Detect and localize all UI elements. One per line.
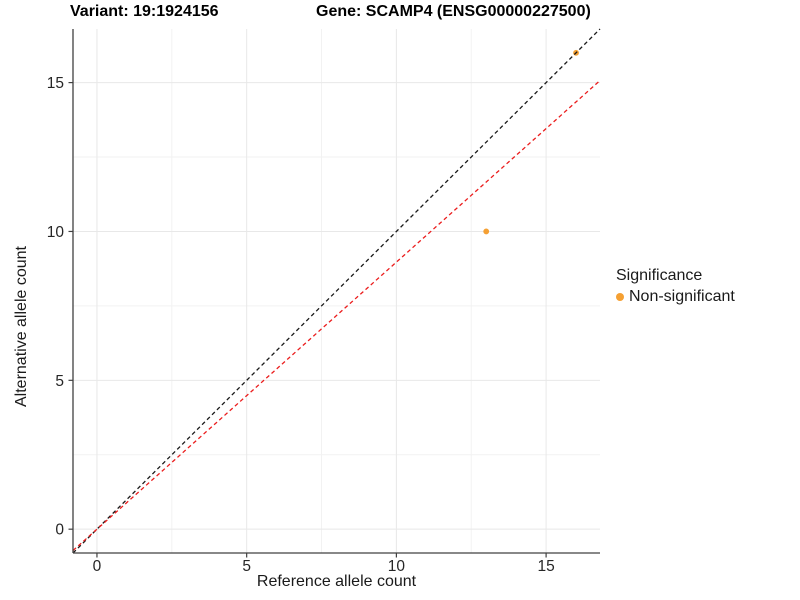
x-tick-label: 0	[93, 558, 102, 575]
gene-title: Gene: SCAMP4 (ENSG00000227500)	[316, 3, 591, 20]
x-tick-label: 10	[388, 558, 406, 575]
x-tick-label: 5	[242, 558, 251, 575]
legend-point-icon	[616, 293, 624, 301]
data-point[interactable]	[483, 228, 490, 235]
identity-line	[72, 28, 601, 554]
y-tick-label: 5	[55, 373, 64, 390]
x-axis-title: Reference allele count	[256, 573, 417, 590]
y-axis-title: Alternative allele count	[13, 246, 30, 407]
y-tick-label: 10	[47, 224, 65, 241]
legend-title: Significance	[616, 267, 703, 284]
y-tick-label: 15	[47, 75, 64, 92]
legend: Significance Non-significant	[616, 267, 735, 306]
x-tick-label: 15	[537, 558, 554, 575]
variant-title: Variant: 19:1924156	[70, 3, 219, 20]
legend-item: Non-significant	[616, 288, 735, 306]
legend-item-label: Non-significant	[629, 288, 735, 305]
observed-ratio-line	[72, 80, 601, 552]
y-tick-label: 0	[55, 522, 64, 539]
